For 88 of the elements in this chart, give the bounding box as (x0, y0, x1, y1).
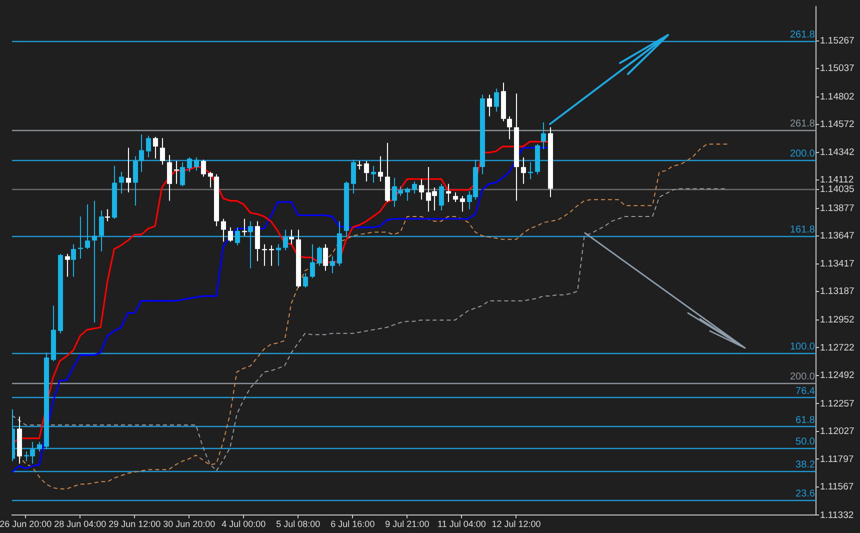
annotation: 100.0 (790, 341, 816, 352)
candlestick (187, 156, 192, 172)
y-tick-label: 1.15267 (820, 35, 854, 46)
candlestick (378, 156, 383, 182)
candlestick (487, 94, 492, 117)
candlestick (541, 122, 546, 150)
x-tick-label: 5 Jul 08:00 (276, 519, 320, 530)
y-tick-label: 1.13417 (820, 258, 854, 270)
candlestick (289, 229, 294, 245)
y-tick-label: 1.11567 (820, 481, 854, 492)
candlestick (303, 272, 308, 288)
x-tick-label: 6 Jul 16:00 (330, 519, 375, 530)
candlestick (146, 135, 151, 158)
y-tick-label: 1.14035 (820, 184, 854, 195)
candlestick (37, 441, 42, 452)
candlestick (139, 134, 144, 172)
candlestick (460, 195, 465, 212)
x-tick-label: 9 Jul 21:00 (385, 519, 430, 530)
candlestick (317, 246, 322, 266)
candlestick (133, 156, 138, 206)
candlestick (255, 220, 260, 262)
x-tick-label: 11 Jul 04:00 (438, 519, 486, 530)
candlestick (99, 210, 104, 252)
y-tick-label: 1.14572 (820, 119, 854, 130)
line-series (12, 188, 728, 472)
y-tick-label: 1.13877 (820, 203, 854, 214)
y-tick-label: 1.14342 (820, 146, 854, 158)
y-tick-label: 1.12257 (820, 398, 854, 410)
annotation: 50.0 (796, 436, 816, 448)
candlestick (507, 116, 512, 140)
y-tick-label: 1.12492 (820, 370, 854, 381)
annotation: 200.0 (790, 372, 816, 383)
y-tick-label: 1.13647 (820, 230, 854, 242)
candlestick (364, 160, 369, 182)
candlestick (351, 159, 356, 194)
y-tick-label: 1.12722 (820, 342, 854, 354)
candlestick (160, 138, 165, 166)
y-tick-label: 1.14802 (820, 92, 854, 102)
x-tick-label: 4 Jul 00:00 (222, 519, 266, 530)
annotation: 261.8 (790, 30, 816, 41)
candlestick (371, 165, 376, 184)
x-tick-label: 28 Jun 04:00 (54, 519, 106, 530)
candlestick (180, 162, 185, 187)
candlestick (330, 256, 335, 274)
candlestick (92, 200, 97, 324)
candlestick (419, 178, 424, 200)
y-tick-label: 1.11332 (820, 510, 854, 521)
annotation: 200.0 (790, 148, 816, 160)
y-tick-label: 1.12027 (820, 426, 854, 438)
candlestick (119, 171, 124, 194)
y-tick-label: 1.12952 (820, 314, 854, 326)
y-tick-label: 1.11797 (820, 454, 854, 465)
candlestick (446, 183, 451, 202)
candlestick (494, 88, 499, 112)
candlestick (453, 192, 458, 202)
candlestick (208, 171, 213, 188)
candlestick (405, 187, 410, 202)
x-tick-label: 12 Jul 12:00 (492, 519, 541, 530)
candlestick (310, 244, 315, 278)
candlestick (85, 204, 90, 250)
candlestick (439, 183, 444, 211)
candlestick (194, 156, 199, 172)
x-tick-label: 26 Jun 20:00 (0, 519, 52, 530)
x-tick-label: 29 Jun 12:00 (108, 519, 161, 530)
annotation: 76.4 (796, 386, 816, 398)
y-tick-label: 1.15037 (820, 63, 854, 74)
candlestick (228, 226, 233, 242)
candlestick (201, 159, 206, 178)
candlestick (65, 253, 70, 278)
candlestick (412, 181, 417, 194)
annotation: 23.6 (796, 488, 816, 500)
candlestick (248, 220, 253, 269)
candlestick (71, 244, 76, 278)
annotation: 38.2 (796, 460, 816, 471)
candlestick (235, 226, 240, 246)
annotation: 261.8 (790, 118, 816, 130)
y-tick-label: 1.14112 (820, 174, 854, 186)
x-tick-label: 30 Jun 20:00 (163, 519, 216, 530)
candlestick (221, 218, 226, 242)
annotation: 61.8 (796, 414, 816, 426)
candlestick (153, 136, 158, 160)
candlestick (323, 244, 328, 272)
candlestick (126, 147, 131, 193)
y-tick-label: 1.13187 (820, 286, 854, 298)
candlestick (167, 154, 172, 202)
annotation: 161.8 (790, 224, 816, 236)
candlestick (283, 229, 288, 251)
candlestick (521, 156, 526, 184)
